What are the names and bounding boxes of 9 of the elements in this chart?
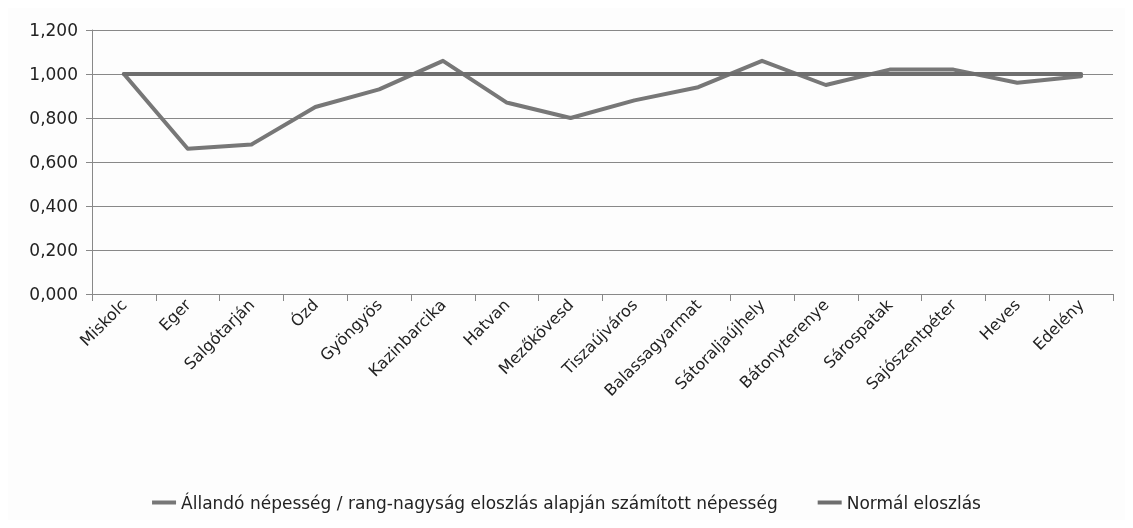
y-tick-label: 1,200 bbox=[29, 20, 78, 40]
y-tick-label: 0,800 bbox=[29, 108, 78, 128]
y-tick-label: 0,400 bbox=[29, 196, 78, 216]
legend-label: Normál eloszlás bbox=[846, 492, 982, 513]
y-tick-label: 0,200 bbox=[29, 240, 78, 260]
y-tick-label: 0,600 bbox=[29, 152, 78, 172]
y-tick-label: 0,000 bbox=[29, 284, 78, 304]
y-tick-label: 1,000 bbox=[29, 64, 78, 84]
legend-label: Állandó népesség / rang-nagyság eloszlás alapján számított népesség bbox=[181, 491, 778, 513]
